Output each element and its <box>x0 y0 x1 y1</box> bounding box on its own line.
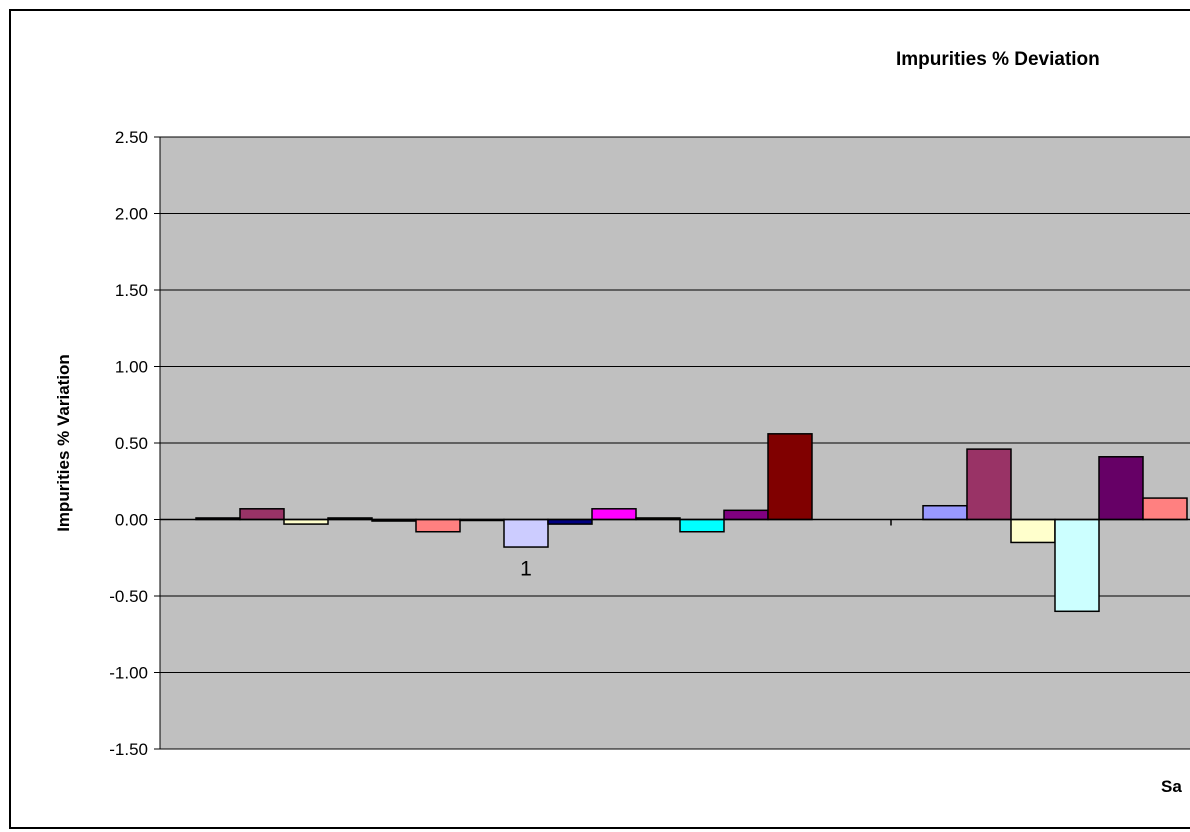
bar <box>1010 518 1056 544</box>
x-axis-title: Sa <box>1161 777 1182 796</box>
y-tick-label: 1.00 <box>115 358 148 377</box>
chart-svg: Impurities % Deviation 2.50 2.00 1.50 1.00 0… <box>54 49 1190 796</box>
bar <box>1142 497 1188 521</box>
bar <box>679 518 725 533</box>
bar <box>503 518 549 548</box>
y-axis-title: Impurities % Variation <box>54 354 73 532</box>
bar <box>415 518 461 533</box>
chart-frame: Impurities % Deviation 2.50 2.00 1.50 1.00 0… <box>9 9 1190 829</box>
y-tick-label: 2.50 <box>115 128 148 147</box>
y-tick-label: 0.00 <box>115 511 148 530</box>
category-labels: 1 <box>520 558 532 581</box>
y-axis: 2.50 2.00 1.50 1.00 0.50 0.00 -0.50 -1.00 -1.50 <box>109 128 161 759</box>
bar <box>1098 456 1144 521</box>
bar <box>591 508 637 521</box>
y-tick-label: 1.50 <box>115 281 148 300</box>
chart-title: Impurities % Deviation <box>896 49 1100 70</box>
bars <box>160 433 1190 613</box>
y-tick-label: 0.50 <box>115 434 148 453</box>
bar <box>723 509 769 521</box>
y-tick-label: -1.00 <box>109 664 148 683</box>
y-tick-label: 2.00 <box>115 205 148 224</box>
bar <box>1054 518 1100 613</box>
bar <box>922 504 968 521</box>
y-tick-label: -0.50 <box>109 587 148 606</box>
bar <box>966 448 1012 521</box>
bar <box>239 508 285 521</box>
category-label: 1 <box>520 558 532 581</box>
bar <box>767 433 813 521</box>
y-tick-label: -1.50 <box>109 740 148 759</box>
